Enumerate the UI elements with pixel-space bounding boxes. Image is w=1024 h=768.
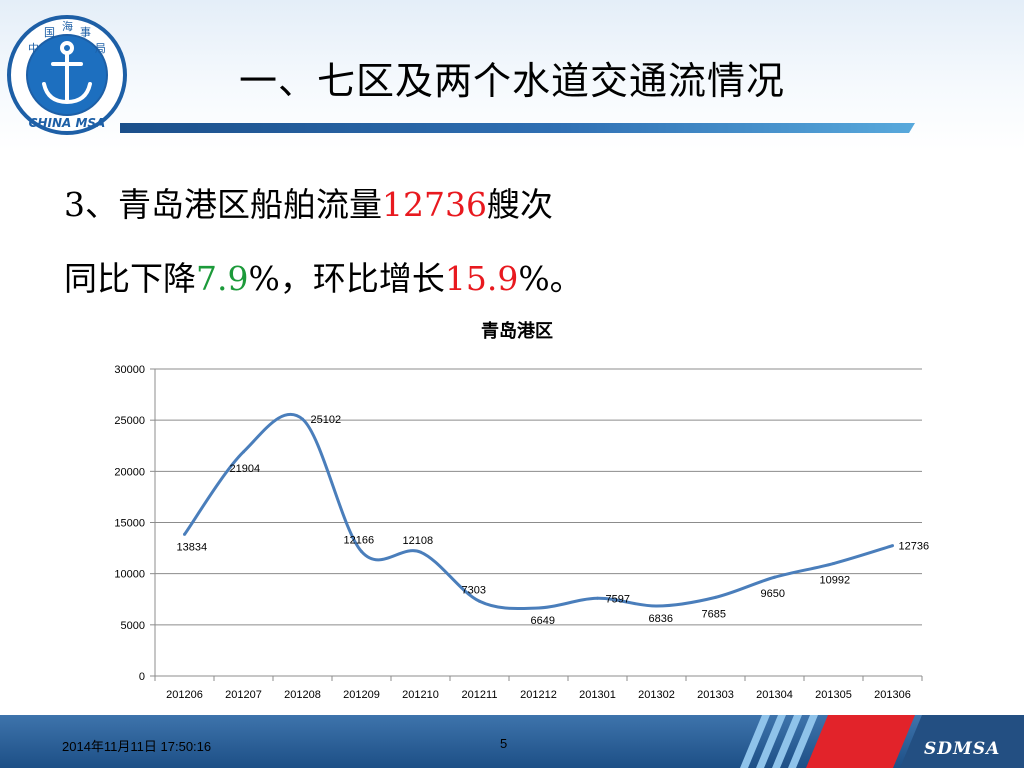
y-tick-label: 0 [139,671,145,683]
data-point [360,550,363,554]
headline-2-suffix: %。 [518,259,583,298]
x-tick-label: 201302 [638,689,675,701]
headline-1-suffix: 艘次 [486,185,553,224]
y-tick-label: 5000 [121,620,145,632]
logo-text: CHINA MSA [29,116,106,130]
x-tick-label: 201306 [874,689,911,701]
logo-char: 事 [80,26,91,39]
logo-char: 中 [28,42,39,55]
x-tick-label: 201206 [166,689,203,701]
data-label: 6649 [531,615,555,627]
headline-2-mid: %，环比增长 [248,259,445,298]
headline-1-prefix: 3、青岛港区船舶流量 [64,185,382,224]
y-tick-label: 30000 [114,364,145,376]
data-point [714,595,717,599]
logo-char: 局 [95,42,106,55]
data-label: 10992 [820,575,851,587]
anchor-icon [42,41,92,105]
data-point [419,550,422,554]
x-tick-label: 201211 [462,689,498,701]
slide-title: 一、七区及两个水道交通流情况 [238,59,785,103]
data-point [596,596,599,600]
headline-line-2: 同比下降7.9%，环比增长15.9%。 [64,252,583,300]
data-point [301,417,304,421]
y-tick-label: 20000 [114,466,145,478]
line-chart: 青岛港区 0 5000 10000 15000 20000 25000 30000 20120… [114,320,930,701]
data-label: 21904 [230,463,261,475]
logo-char: 国 [44,26,55,39]
y-tick-label: 15000 [114,518,145,530]
data-label: 9650 [761,588,785,600]
footer-date: 2014年11月11日 17:50:16 [62,739,212,754]
data-label: 6836 [649,613,673,625]
series-line [183,412,893,611]
x-tick-label: 201208 [284,689,321,701]
data-label: 25102 [311,414,342,426]
data-point [773,575,776,579]
data-label: 12736 [899,541,930,553]
x-tick-label: 201304 [756,689,793,701]
vessel-count-value: 12736 [382,185,487,224]
headline-2-prefix: 同比下降 [64,259,196,298]
headline-line-1: 3、青岛港区船舶流量12736艘次 [64,178,553,226]
data-point [655,604,658,608]
footer-brand: SDMSA [924,739,1001,759]
data-point [537,606,540,610]
x-tick-label: 201301 [579,689,616,701]
data-point [832,562,835,566]
data-point [242,450,245,454]
yoy-decline-value: 7.9 [196,259,249,298]
x-tick-label: 201303 [697,689,734,701]
data-label: 7685 [702,608,726,620]
x-tick-label: 201305 [815,689,852,701]
title-underline-bar [120,123,915,133]
data-point [891,544,894,548]
footer-stripes-decoration [740,715,1024,768]
y-tick-label: 10000 [114,569,145,581]
page-number: 5 [500,736,508,751]
x-tick-label: 201212 [520,689,557,701]
x-tick-label: 201210 [402,689,439,701]
data-label: 12166 [344,535,375,547]
footer-bar: 2014年11月11日 17:50:16 5 SDMSA [0,715,1024,768]
x-tick-label: 201209 [343,689,380,701]
data-label: 7303 [462,584,486,596]
data-label: 13834 [177,541,208,553]
data-label: 7597 [606,593,630,605]
logo-char: 海 [62,19,73,33]
x-tick-label: 201207 [225,689,262,701]
y-tick-label: 25000 [114,415,145,427]
data-label: 12108 [403,535,434,547]
slide-header: 中 国 海 事 局 CHINA MSA 一、七区及两个水道交通流情况 [0,0,1024,150]
data-point [183,532,186,536]
mom-growth-value: 15.9 [444,259,519,298]
china-msa-logo: 中 国 海 事 局 CHINA MSA [7,15,127,135]
data-point [478,599,481,603]
chart-title: 青岛港区 [481,320,553,342]
